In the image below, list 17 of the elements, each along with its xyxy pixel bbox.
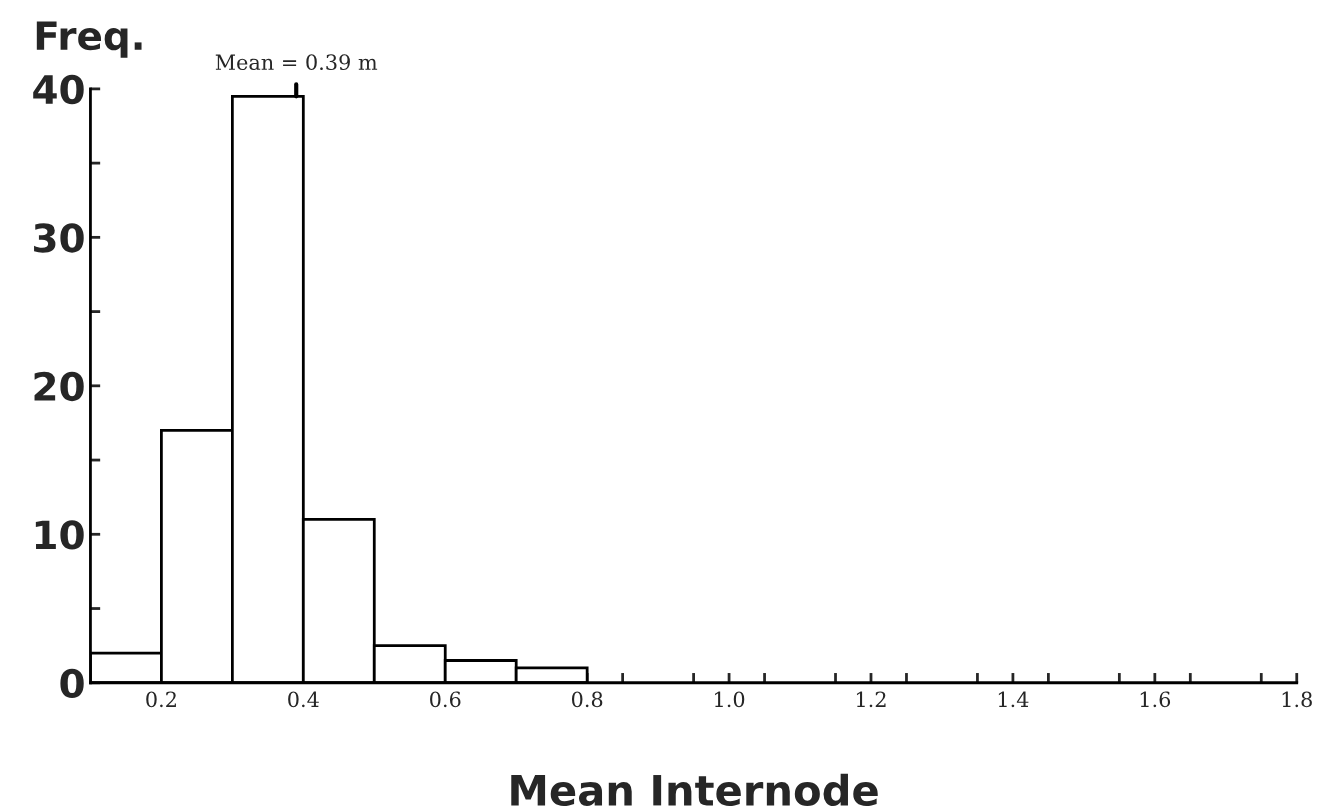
y-tick-label: 0 xyxy=(60,668,84,699)
y-tick-label: 40 xyxy=(33,74,84,105)
x-tick-label: 0.4 xyxy=(288,691,319,708)
x-tick-label: 1.0 xyxy=(715,691,745,708)
x-tick-label: 1.4 xyxy=(998,691,1029,708)
x-tick-label: 0.2 xyxy=(146,691,176,708)
x-tick-label: 0.8 xyxy=(571,691,603,708)
x-axis-title: Mean Internode xyxy=(511,773,878,807)
y-axis-title: Freq. xyxy=(36,21,142,58)
x-tick-label: 1.6 xyxy=(1140,691,1171,708)
y-tick-label: 20 xyxy=(34,371,84,402)
x-tick-label: 0.6 xyxy=(430,691,461,708)
annotation: Mean = 0.39 m xyxy=(215,54,378,71)
x-tick-label: 1.8 xyxy=(1282,691,1312,708)
x-tick-label: 1.2 xyxy=(856,691,886,708)
y-tick-label: 10 xyxy=(35,520,84,550)
y-tick-label: 30 xyxy=(34,223,84,253)
